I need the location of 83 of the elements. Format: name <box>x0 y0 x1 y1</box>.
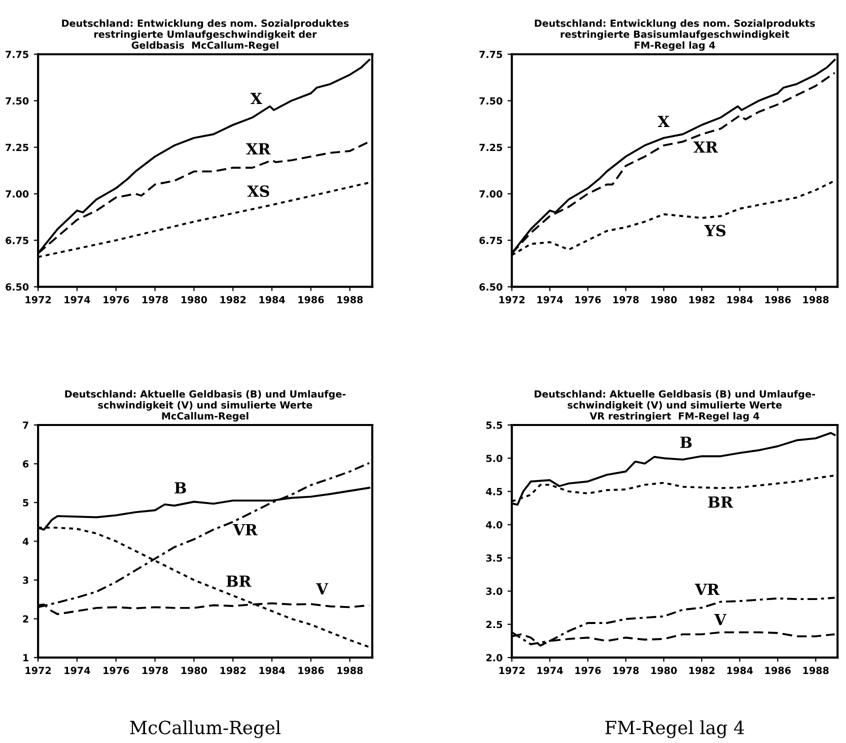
x-tick-label: 1978 <box>613 666 639 674</box>
y-tick-label: 7.50 <box>479 97 502 105</box>
x-tick-label: 1982 <box>689 296 714 304</box>
x-tick-label: 1982 <box>220 666 246 674</box>
y-tick-label: 7.25 <box>479 144 502 152</box>
x-tick-label: 1986 <box>765 296 791 304</box>
text: McCallum-Regel <box>130 720 281 738</box>
x-tick-label: 1980 <box>182 296 208 304</box>
chart-title: Deutschland: Entwicklung des nom. Sozialprodukts restringierte Basisumlaufgeschwindigkeit FM-Regel lag 4 <box>534 19 815 51</box>
y-tick-label: 7.00 <box>6 190 29 198</box>
series-label: V <box>714 614 726 626</box>
x-tick-label: 1976 <box>104 666 130 674</box>
x-tick-label: 1986 <box>765 666 791 674</box>
y-tick-label: 7.00 <box>479 190 502 198</box>
x-tick-label: 1988 <box>803 666 829 674</box>
y-tick-label: 6.75 <box>6 236 28 244</box>
x-tick-label: 1976 <box>104 296 130 304</box>
y-tick-label: 4.0 <box>486 521 502 528</box>
text: FM-Regel lag 4 <box>605 720 744 738</box>
x-tick-label: 1984 <box>259 666 285 674</box>
y-tick-label: 7 <box>22 422 28 429</box>
series-label: V <box>316 583 328 594</box>
y-tick-label: 6 <box>22 460 29 468</box>
x-tick-label: 1972 <box>26 296 51 304</box>
chart-title: Deutschland: Entwicklung des nom. Sozialproduktes restringierte Umlaufgeschwindigkeit der Geldbasis McCallum-Regel <box>62 19 349 51</box>
x-tick-label: 1972 <box>499 296 525 304</box>
y-tick-label: 2.5 <box>486 620 502 628</box>
x-tick-label: 1972 <box>26 666 51 674</box>
series-label: BR <box>708 496 734 508</box>
y-tick-label: 6.50 <box>6 283 29 291</box>
x-tick-label: 1974 <box>537 666 563 674</box>
series-label: VR <box>694 584 720 595</box>
y-tick-label: 7.25 <box>6 144 28 152</box>
series-label: VR <box>232 524 258 536</box>
y-tick-label: 5.5 <box>486 422 502 429</box>
x-tick-label: 1986 <box>298 296 324 304</box>
series-label: X <box>250 92 262 104</box>
x-tick-label: 1972 <box>499 666 525 674</box>
series-label: B <box>680 436 692 448</box>
x-tick-label: 1974 <box>64 296 90 304</box>
y-tick-label: 2 <box>23 615 28 622</box>
series-label: XS <box>247 185 270 197</box>
series-label: BR <box>226 576 252 587</box>
y-tick-label: 7.75 <box>6 50 28 58</box>
series-label: B <box>174 482 186 494</box>
series-label: X <box>658 116 670 127</box>
x-tick-label: 1984 <box>727 296 753 304</box>
x-tick-label: 1984 <box>259 296 285 304</box>
y-tick-label: 4 <box>22 538 29 545</box>
x-tick-label: 1978 <box>142 666 168 674</box>
x-tick-label: 1984 <box>727 666 753 674</box>
y-tick-label: 1 <box>23 654 28 662</box>
x-tick-label: 1980 <box>651 666 677 674</box>
x-tick-label: 1974 <box>64 666 90 674</box>
y-tick-label: 6.50 <box>479 283 502 291</box>
chart-title: Deutschland: Aktuelle Geldbasis (B) und Umlaufge- schwindigkeit (V) und simulierte Werte McCallum-Regel <box>65 390 346 422</box>
y-tick-label: 3 <box>22 576 28 584</box>
series-label: XR <box>246 143 271 154</box>
x-tick-label: 1980 <box>651 296 677 304</box>
y-tick-label: 3.5 <box>486 554 502 562</box>
series-label: XR <box>693 141 718 153</box>
y-tick-label: 5 <box>23 499 28 506</box>
series-label: YS <box>704 224 726 236</box>
x-tick-label: 1982 <box>220 296 246 304</box>
y-tick-label: 4.5 <box>486 488 502 496</box>
y-tick-label: 3.0 <box>486 588 502 595</box>
x-tick-label: 1978 <box>142 296 168 304</box>
x-tick-label: 1982 <box>689 666 714 674</box>
x-tick-label: 1980 <box>182 666 208 674</box>
y-tick-label: 6.75 <box>479 236 502 244</box>
x-tick-label: 1986 <box>298 666 324 674</box>
x-tick-label: 1976 <box>575 666 601 674</box>
x-tick-label: 1978 <box>613 296 639 304</box>
x-tick-label: 1988 <box>337 296 363 304</box>
x-tick-label: 1988 <box>803 296 829 304</box>
x-tick-label: 1976 <box>575 296 601 304</box>
chart-title: Deutschland: Aktuelle Geldbasis (B) und Umlaufge- schwindigkeit (V) und simulierte Werte VR restringiert FM-Regel lag 4 <box>534 390 816 422</box>
x-tick-label: 1988 <box>337 666 363 674</box>
y-tick-label: 7.50 <box>6 97 29 105</box>
y-tick-label: 2.0 <box>486 654 502 662</box>
y-tick-label: 5.0 <box>486 454 502 462</box>
x-tick-label: 1974 <box>537 296 563 304</box>
y-tick-label: 7.75 <box>479 50 502 58</box>
